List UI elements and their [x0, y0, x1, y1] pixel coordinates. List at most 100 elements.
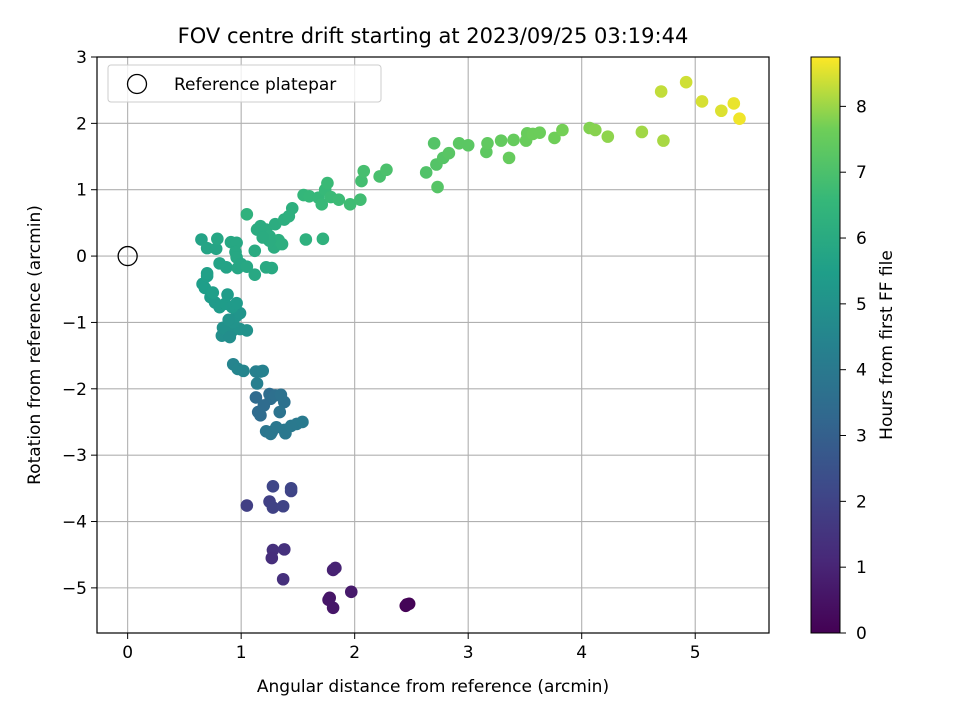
colorbar-tick-label: 1	[856, 558, 867, 578]
data-point	[240, 207, 254, 221]
data-point	[200, 241, 214, 255]
data-point	[200, 267, 214, 280]
data-point	[265, 551, 279, 565]
reference-marker	[117, 245, 138, 267]
x-tick-label: 1	[236, 643, 247, 663]
legend-label: Reference platepar	[174, 75, 336, 95]
data-point	[589, 123, 602, 137]
data-point	[248, 244, 262, 258]
data-point	[733, 112, 746, 126]
data-point	[344, 585, 358, 599]
x-tick-label: 5	[690, 643, 701, 663]
data-point	[727, 97, 741, 110]
data-point	[249, 391, 263, 404]
data-point	[276, 572, 290, 586]
data-point	[222, 313, 235, 327]
data-point	[248, 268, 262, 281]
x-tick-label: 3	[463, 643, 474, 663]
data-point	[284, 482, 298, 495]
data-point	[277, 543, 291, 556]
colorbar-tick-label: 4	[856, 361, 867, 381]
data-point	[431, 180, 444, 194]
data-point	[257, 399, 271, 412]
data-point	[322, 593, 335, 607]
y-tick-label: −5	[62, 579, 87, 599]
colorbar-label: Hours from first FF file	[877, 250, 897, 440]
x-axis-label: Angular distance from reference (arcmin)	[257, 677, 609, 697]
data-point	[679, 75, 693, 89]
colorbar-ticks: 0 1 2 3 4 5 6 7 8	[840, 97, 867, 644]
data-point	[285, 201, 299, 215]
data-point	[237, 364, 250, 378]
data-point	[256, 231, 270, 244]
colorbar: 0 1 2 3 4 5 6 7 8 Hours from first FF file	[810, 56, 897, 644]
chart-title: FOV centre drift starting at 2023/09/25 …	[178, 24, 689, 48]
colorbar-tick-label: 8	[856, 97, 867, 117]
colorbar-tick-label: 3	[856, 427, 867, 447]
data-point	[400, 598, 414, 611]
data-point	[266, 480, 280, 493]
legend: Reference platepar	[107, 64, 382, 103]
y-tick-label: 2	[76, 114, 87, 134]
data-point	[657, 134, 670, 147]
data-points	[195, 75, 746, 615]
data-point	[209, 242, 223, 256]
data-point	[548, 131, 561, 145]
colorbar-tick-label: 6	[856, 229, 867, 249]
data-point	[230, 296, 243, 310]
y-tick-label: −1	[62, 313, 87, 333]
data-point	[654, 85, 668, 98]
data-point	[507, 133, 520, 147]
data-point	[321, 176, 334, 190]
data-point	[299, 233, 313, 246]
colorbar-gradient	[810, 56, 841, 634]
data-point	[715, 104, 728, 118]
x-axis-ticks: 0 1 2 3 4 5	[122, 633, 701, 663]
data-point	[250, 377, 264, 390]
data-point	[256, 364, 270, 378]
data-point	[461, 138, 475, 152]
data-point	[502, 151, 516, 165]
data-point	[494, 134, 508, 147]
data-point	[221, 288, 234, 301]
legend-marker	[126, 73, 148, 95]
data-point	[601, 130, 615, 143]
data-point	[357, 164, 371, 178]
data-point	[635, 125, 649, 139]
data-point	[296, 415, 309, 429]
data-point	[419, 166, 433, 179]
data-point	[442, 146, 456, 160]
x-tick-label: 0	[122, 643, 133, 663]
data-point	[211, 232, 224, 246]
data-point	[343, 198, 357, 211]
data-point	[695, 95, 709, 108]
data-point	[273, 405, 287, 419]
y-axis-label: Rotation from reference (arcmin)	[25, 205, 45, 485]
data-point	[223, 330, 237, 344]
y-tick-label: −3	[62, 446, 87, 466]
data-point	[206, 286, 220, 299]
data-point	[240, 260, 254, 273]
data-point	[276, 499, 290, 513]
data-point	[332, 193, 346, 206]
y-axis-ticks: −5 −4 −3 −2 −1 0 1 2 3	[62, 48, 97, 599]
plot-frame	[96, 56, 770, 634]
data-point	[240, 499, 254, 512]
data-point	[533, 126, 547, 139]
data-point	[354, 193, 367, 206]
data-point	[220, 261, 233, 274]
data-point	[274, 388, 288, 402]
data-point	[355, 174, 368, 188]
y-tick-label: 1	[76, 181, 87, 201]
data-point	[266, 501, 280, 514]
reference-platepar-point	[117, 245, 138, 267]
colorbar-tick-label: 0	[856, 624, 867, 644]
colorbar-tick-label: 2	[856, 492, 867, 512]
y-tick-label: −4	[62, 513, 87, 533]
y-tick-label: −2	[62, 380, 87, 400]
data-point	[329, 561, 342, 575]
colorbar-tick-label: 5	[856, 295, 867, 315]
y-tick-label: 0	[76, 247, 87, 267]
data-point	[427, 136, 441, 150]
